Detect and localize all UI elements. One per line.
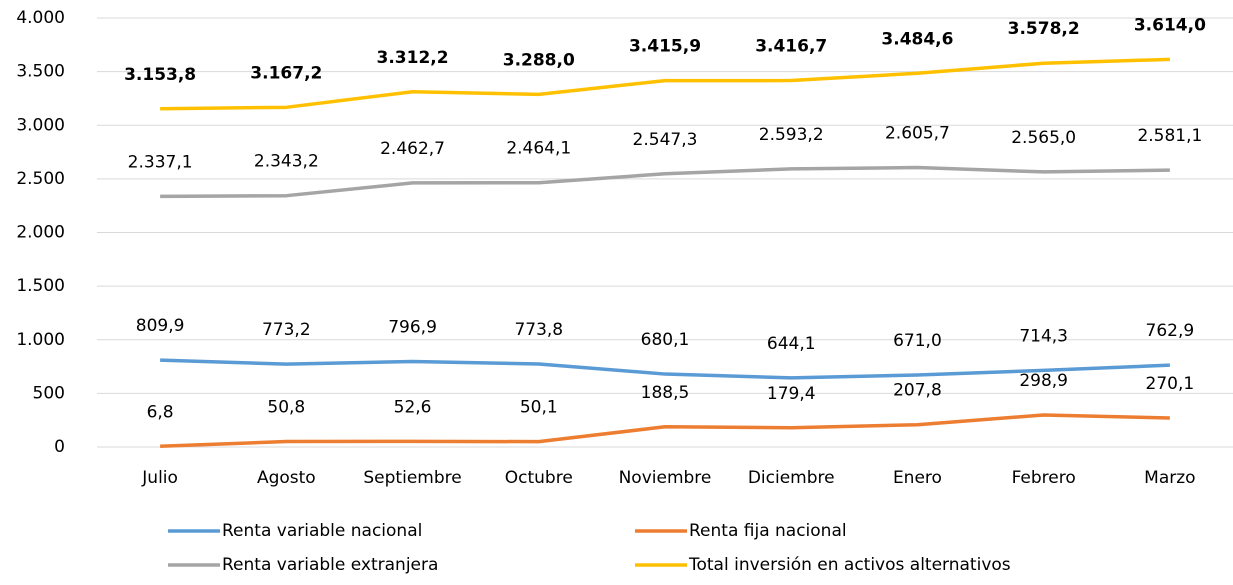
data-label: 3.415,9 [629, 37, 701, 57]
data-label: 6,8 [147, 402, 174, 422]
series-line [160, 413, 1170, 449]
data-label: 680,1 [641, 330, 690, 350]
data-label: 298,9 [1019, 371, 1068, 391]
data-label: 2.462,7 [380, 139, 445, 159]
data-label: 3.167,2 [250, 63, 322, 83]
x-tick-label: Septiembre [363, 468, 461, 488]
x-tick-label: Enero [893, 468, 942, 488]
data-label: 3.484,6 [881, 29, 953, 49]
x-tick-label: Febrero [1012, 468, 1076, 488]
x-tick-label: Octubre [505, 468, 573, 488]
data-label: 188,5 [641, 383, 690, 403]
data-label: 644,1 [767, 334, 816, 354]
data-label: 2.337,1 [128, 152, 193, 172]
y-tick-label: 4.000 [16, 8, 65, 28]
data-label: 50,8 [267, 398, 305, 418]
series-line [160, 57, 1170, 111]
data-label: 52,6 [394, 397, 432, 417]
data-label: 809,9 [136, 316, 185, 336]
y-tick-label: 3.500 [16, 62, 65, 82]
y-tick-label: 1.500 [16, 276, 65, 296]
data-label: 773,8 [514, 320, 563, 340]
data-label: 796,9 [388, 318, 437, 338]
y-tick-label: 500 [33, 383, 65, 403]
data-label: 773,2 [262, 320, 311, 340]
data-label: 3.312,2 [377, 48, 449, 68]
y-tick-label: 0 [54, 437, 65, 457]
data-label: 2.593,2 [759, 125, 824, 145]
legend-label: Renta variable nacional [222, 521, 422, 541]
data-label: 270,1 [1146, 374, 1195, 394]
data-label: 3.416,7 [755, 37, 827, 57]
data-label: 2.464,1 [506, 139, 571, 159]
data-label: 3.288,0 [503, 50, 575, 70]
data-label: 2.605,7 [885, 124, 950, 144]
y-tick-label: 1.000 [16, 330, 65, 350]
data-label: 207,8 [893, 381, 942, 401]
x-tick-label: Marzo [1144, 468, 1195, 488]
data-label: 671,0 [893, 331, 942, 351]
x-tick-label: Noviembre [619, 468, 712, 488]
data-label: 2.581,1 [1137, 126, 1202, 146]
legend-label: Renta variable extranjera [222, 555, 438, 575]
data-label: 2.343,2 [254, 152, 319, 172]
x-tick-label: Agosto [257, 468, 316, 488]
data-label: 762,9 [1146, 321, 1195, 341]
data-label: 3.578,2 [1008, 19, 1080, 39]
y-tick-label: 3.000 [16, 115, 65, 135]
data-label: 714,3 [1019, 326, 1068, 346]
series-line [160, 358, 1170, 380]
data-label: 3.614,0 [1134, 15, 1206, 35]
data-label: 50,1 [520, 398, 558, 418]
x-tick-label: Diciembre [748, 468, 835, 488]
data-label: 2.565,0 [1011, 128, 1076, 148]
x-tick-label: Julio [141, 468, 178, 488]
legend-label: Renta fija nacional [689, 521, 847, 541]
data-label: 179,4 [767, 384, 816, 404]
data-label: 2.547,3 [633, 130, 698, 150]
data-label: 3.153,8 [124, 65, 196, 85]
series-line [160, 165, 1170, 199]
legend-label: Total inversión en activos alternativos [688, 555, 1011, 575]
y-tick-label: 2.000 [16, 223, 65, 243]
y-tick-label: 2.500 [16, 169, 65, 189]
